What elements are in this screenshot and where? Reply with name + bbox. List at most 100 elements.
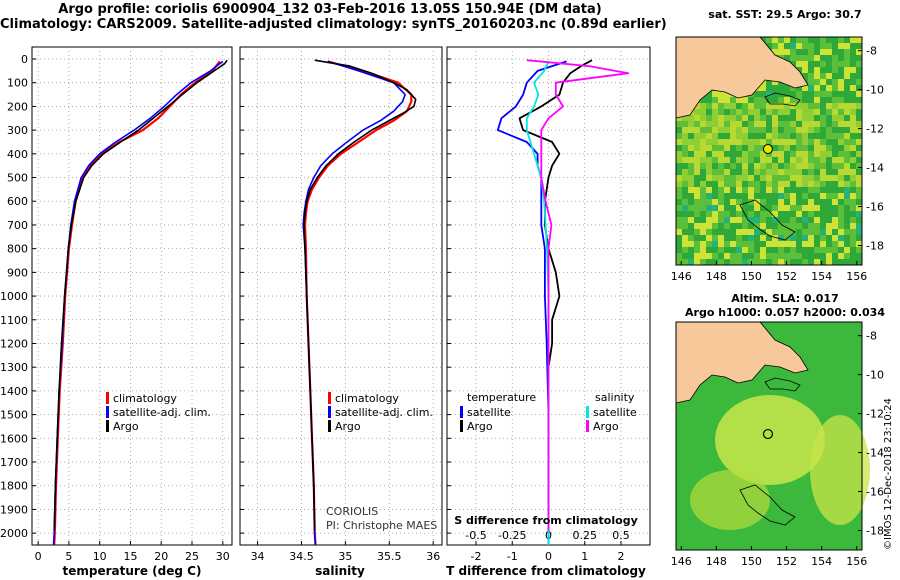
sst-pixel	[766, 205, 772, 211]
sla-map-high-anomaly	[715, 395, 825, 485]
sst-pixel	[736, 151, 742, 157]
sst-pixel	[766, 163, 772, 169]
sst-pixel	[838, 169, 844, 175]
sst-pixel	[814, 121, 820, 127]
sst-pixel	[766, 85, 772, 91]
sst-pixel	[802, 199, 808, 205]
sst-pixel	[844, 247, 850, 253]
sst-pixel	[832, 247, 838, 253]
sst-pixel	[856, 43, 862, 49]
sst-pixel	[856, 175, 862, 181]
sst-pixel	[766, 235, 772, 241]
legend-salinity-heading: salinity	[595, 391, 635, 404]
sst-pixel	[778, 199, 784, 205]
sst-pixel	[814, 151, 820, 157]
sst-pixel	[682, 121, 688, 127]
legend-temperature-heading: temperature	[467, 391, 536, 404]
sst-pixel	[760, 253, 766, 259]
sst-pixel	[676, 181, 682, 187]
sst-pixel	[778, 181, 784, 187]
sst-pixel	[796, 199, 802, 205]
sst-pixel	[808, 247, 814, 253]
sst-pixel	[682, 127, 688, 133]
sst-pixel	[700, 223, 706, 229]
sla-map-land-new-guinea	[675, 321, 809, 404]
sst-pixel	[850, 127, 856, 133]
sst-pixel	[700, 175, 706, 181]
sst-pixel	[736, 247, 742, 253]
sst-pixel	[730, 223, 736, 229]
sst-pixel	[784, 133, 790, 139]
sst-pixel	[748, 235, 754, 241]
depth-tick-label: 100	[7, 77, 28, 90]
sst-pixel	[748, 151, 754, 157]
sst-pixel	[784, 121, 790, 127]
legend-s-argo-swatch	[586, 420, 589, 432]
sst-pixel	[820, 205, 826, 211]
sst-pixel	[742, 139, 748, 145]
sst-pixel	[754, 169, 760, 175]
sst-pixel	[688, 193, 694, 199]
sst-pixel	[844, 91, 850, 97]
sst-pixel	[802, 157, 808, 163]
depth-tick-label: 1900	[0, 503, 28, 516]
x-tick-label: 34	[251, 550, 265, 563]
x-tick-label: 25	[185, 550, 199, 563]
sst-pixel	[718, 259, 724, 265]
sst-pixel	[772, 37, 778, 43]
sst-pixel	[850, 217, 856, 223]
sst-pixel	[700, 157, 706, 163]
sst-pixel	[718, 109, 724, 115]
sla-map-frame	[675, 321, 863, 551]
sst-pixel	[712, 157, 718, 163]
sst-pixel	[706, 157, 712, 163]
sst-pixel	[712, 103, 718, 109]
sst-pixel	[736, 253, 742, 259]
sst-pixel	[832, 133, 838, 139]
sst-pixel	[820, 37, 826, 43]
sst-pixel	[814, 259, 820, 265]
sst-pixel	[760, 229, 766, 235]
sst-pixel	[784, 223, 790, 229]
sst-pixel	[760, 121, 766, 127]
sst-pixel	[796, 61, 802, 67]
sst-pixel	[718, 157, 724, 163]
depth-axis-ticks: 0 100 200 300 400 500 600 700 800 900 1000 1100 1200…	[0, 53, 28, 540]
s-tick-label: -0.25	[498, 529, 526, 542]
sst-pixel	[760, 127, 766, 133]
sst-pixel	[796, 223, 802, 229]
sst-pixel	[826, 175, 832, 181]
sst-pixel	[694, 151, 700, 157]
sst-pixel	[796, 259, 802, 265]
sst-pixel	[802, 151, 808, 157]
sst-pixel	[826, 91, 832, 97]
sst-pixel	[778, 37, 784, 43]
sst-pixel	[772, 91, 778, 97]
sst-pixel	[754, 241, 760, 247]
sst-pixel	[856, 247, 862, 253]
sst-pixel	[802, 217, 808, 223]
sst-pixel	[682, 157, 688, 163]
sst-pixel	[700, 139, 706, 145]
sst-pixel	[790, 223, 796, 229]
sst-pixel	[856, 103, 862, 109]
sst-pixel	[754, 151, 760, 157]
sst-pixel	[802, 103, 808, 109]
sst-pixel	[742, 181, 748, 187]
sst-pixel	[826, 67, 832, 73]
sst-pixel	[778, 145, 784, 151]
sst-pixel	[820, 43, 826, 49]
sst-pixel	[784, 139, 790, 145]
sst-pixel	[850, 37, 856, 43]
depth-tick-label: 1500	[0, 409, 28, 422]
sst-pixel	[766, 241, 772, 247]
sst-pixel	[766, 109, 772, 115]
sst-pixel	[754, 91, 760, 97]
sst-pixel	[784, 85, 790, 91]
salinity-x-label: salinity	[315, 564, 365, 578]
sst-pixel	[784, 115, 790, 121]
sst-pixel	[724, 103, 730, 109]
sst-pixel	[844, 211, 850, 217]
sst-pixel	[820, 61, 826, 67]
sst-pixel	[694, 235, 700, 241]
